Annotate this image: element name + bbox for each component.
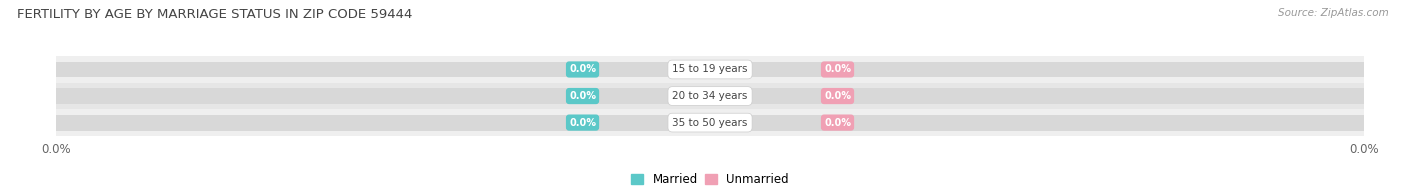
Text: FERTILITY BY AGE BY MARRIAGE STATUS IN ZIP CODE 59444: FERTILITY BY AGE BY MARRIAGE STATUS IN Z…	[17, 8, 412, 21]
Legend: Married, Unmarried: Married, Unmarried	[627, 168, 793, 191]
Text: 15 to 19 years: 15 to 19 years	[672, 64, 748, 74]
Text: 0.0%: 0.0%	[824, 118, 851, 128]
Text: 0.0%: 0.0%	[569, 118, 596, 128]
Text: 0.0%: 0.0%	[569, 91, 596, 101]
Text: 0.0%: 0.0%	[824, 91, 851, 101]
Bar	[56, 109, 1364, 136]
Text: 20 to 34 years: 20 to 34 years	[672, 91, 748, 101]
Bar	[56, 62, 1364, 77]
Text: 35 to 50 years: 35 to 50 years	[672, 118, 748, 128]
Bar	[56, 88, 1364, 104]
Bar	[56, 83, 1364, 109]
Bar	[56, 115, 1364, 131]
Text: 0.0%: 0.0%	[824, 64, 851, 74]
Text: 0.0%: 0.0%	[569, 64, 596, 74]
Bar	[56, 56, 1364, 83]
Text: Source: ZipAtlas.com: Source: ZipAtlas.com	[1278, 8, 1389, 18]
